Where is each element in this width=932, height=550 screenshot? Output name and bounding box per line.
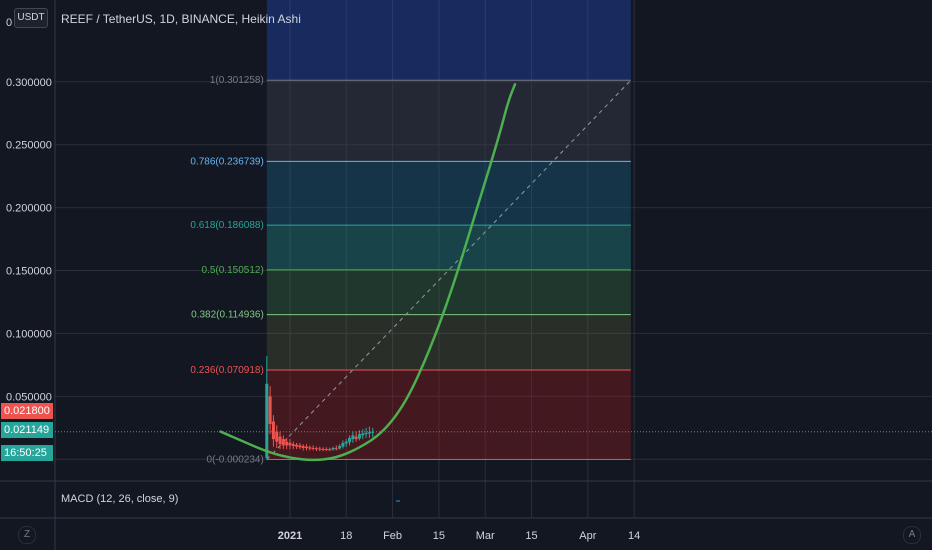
fib-zone bbox=[266, 80, 631, 162]
symbol-title: REEF / TetherUS, 1D, BINANCE, Heikin Ash… bbox=[61, 12, 301, 26]
candle-body bbox=[324, 449, 328, 451]
y-tick-label: 0.300000 bbox=[6, 77, 52, 89]
candle-body bbox=[281, 439, 285, 446]
candle-body bbox=[268, 396, 272, 425]
auto-scale-right-button[interactable]: A bbox=[903, 526, 921, 544]
candle-body bbox=[298, 445, 302, 448]
candle-body bbox=[291, 444, 295, 447]
fib-zone bbox=[266, 314, 631, 371]
candle-body bbox=[328, 449, 332, 451]
candle-body bbox=[305, 446, 309, 449]
candle-body bbox=[367, 432, 371, 434]
candle-body bbox=[334, 448, 338, 450]
fib-level-label: 0.618(0.186088) bbox=[190, 220, 263, 231]
candle-body bbox=[311, 447, 315, 449]
current-price-tag: 0.021149 bbox=[1, 422, 53, 438]
countdown-tag: 16:50:25 bbox=[1, 445, 53, 461]
candle-body bbox=[288, 442, 292, 446]
candle-body bbox=[285, 441, 289, 446]
candle-body bbox=[338, 446, 342, 449]
fib-extension-zone bbox=[266, 0, 631, 81]
y-tick-label: 0.150000 bbox=[6, 266, 52, 278]
fib-zone bbox=[266, 161, 631, 226]
x-tick-label: Mar bbox=[476, 530, 495, 542]
fib-level-label: 1(0.301258) bbox=[210, 75, 264, 86]
candle-body bbox=[371, 431, 375, 433]
y-tick-label: 0.250000 bbox=[6, 140, 52, 152]
fib-zone bbox=[266, 225, 631, 270]
candle-body bbox=[278, 436, 282, 445]
auto-scale-left-button[interactable]: Z bbox=[18, 526, 36, 544]
candle-body bbox=[308, 447, 312, 449]
y-tick-label: 0.200000 bbox=[6, 203, 52, 215]
candle-body bbox=[265, 383, 269, 458]
y-tick-label: 0 bbox=[6, 17, 12, 29]
x-tick-label: 2021 bbox=[278, 530, 302, 542]
candle-body bbox=[361, 433, 365, 436]
fib-level-label: 0.236(0.070918) bbox=[190, 365, 263, 376]
candle-body bbox=[271, 421, 275, 440]
y-tick-label: 0.100000 bbox=[6, 328, 52, 340]
candle-body bbox=[357, 434, 361, 439]
y-tick-label: 0.050000 bbox=[6, 391, 52, 403]
candle-body bbox=[301, 446, 305, 448]
candle-body bbox=[354, 436, 358, 440]
projection-curve bbox=[219, 83, 517, 462]
candle-body bbox=[351, 435, 355, 440]
x-tick-label: 15 bbox=[525, 530, 537, 542]
candle-body bbox=[331, 447, 335, 450]
fib-zone bbox=[266, 370, 631, 460]
candle-body bbox=[348, 437, 352, 443]
x-tick-label: Apr bbox=[579, 530, 596, 542]
candle-body bbox=[318, 448, 322, 450]
x-tick-label: 18 bbox=[340, 530, 352, 542]
candle-body bbox=[314, 448, 318, 450]
candle-body bbox=[295, 444, 299, 447]
x-tick-label: Feb bbox=[383, 530, 402, 542]
fib-level-label: 0(-0.000234) bbox=[207, 455, 264, 466]
fib-level-label: 0.786(0.236739) bbox=[190, 156, 263, 167]
x-tick-label: 14 bbox=[628, 530, 640, 542]
macd-legend: MACD (12, 26, close, 9) bbox=[61, 493, 179, 505]
candle-body bbox=[321, 448, 325, 450]
fib-level-label: 0.5(0.150512) bbox=[202, 265, 264, 276]
candle-body bbox=[341, 442, 345, 447]
x-tick-label: 15 bbox=[433, 530, 445, 542]
candle-body bbox=[364, 432, 368, 435]
fib-zone bbox=[266, 269, 631, 315]
last-price-tag: 0.021800 bbox=[1, 403, 53, 419]
currency-button[interactable]: USDT bbox=[14, 8, 48, 28]
candle-body bbox=[275, 431, 279, 442]
candle-body bbox=[344, 441, 348, 444]
fib-level-label: 0.382(0.114936) bbox=[191, 310, 264, 321]
